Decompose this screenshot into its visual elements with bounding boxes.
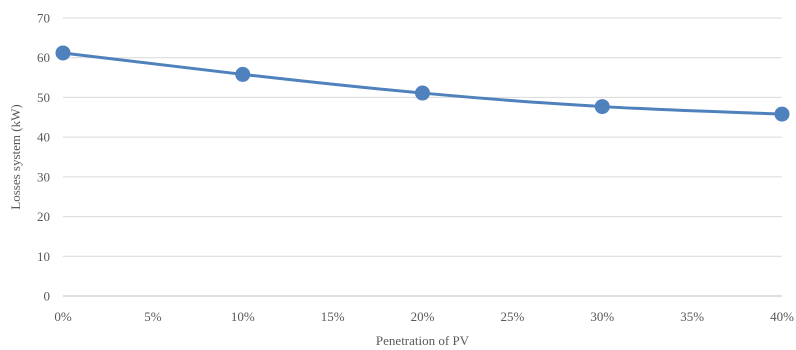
y-tick-label: 10	[37, 249, 50, 264]
y-tick-label: 0	[44, 289, 51, 304]
y-tick-label: 30	[37, 169, 50, 184]
y-axis-title: Losses system (kW)	[8, 104, 23, 209]
y-tick-label: 60	[37, 50, 50, 65]
data-point-marker	[594, 99, 610, 115]
x-tick-label: 15%	[321, 309, 345, 324]
gridlines	[63, 17, 782, 257]
x-tick-label: 10%	[231, 309, 255, 324]
tick-labels: 0 10 20 30 40 50 60 70 0% 5% 10% 15% 20% 25% 30% 35% 40%	[37, 11, 794, 325]
data-point-marker	[235, 66, 251, 82]
x-tick-label: 40%	[770, 309, 794, 324]
x-tick-label: 30%	[590, 309, 614, 324]
data-point-marker	[774, 106, 790, 122]
series-layer	[55, 45, 790, 122]
x-tick-label: 5%	[144, 309, 162, 324]
data-point-marker	[55, 45, 71, 61]
x-tick-label: 0%	[54, 309, 72, 324]
x-tick-label: 20%	[411, 309, 435, 324]
y-tick-label: 70	[37, 11, 50, 26]
y-tick-label: 50	[37, 90, 50, 105]
y-tick-label: 20	[37, 209, 50, 224]
x-tick-label: 25%	[500, 309, 524, 324]
series-line	[61, 51, 784, 116]
y-tick-label: 40	[37, 130, 50, 145]
data-point-marker	[415, 85, 430, 101]
x-tick-label: 35%	[680, 309, 704, 324]
x-axis-title: Penetration of PV	[376, 333, 470, 348]
